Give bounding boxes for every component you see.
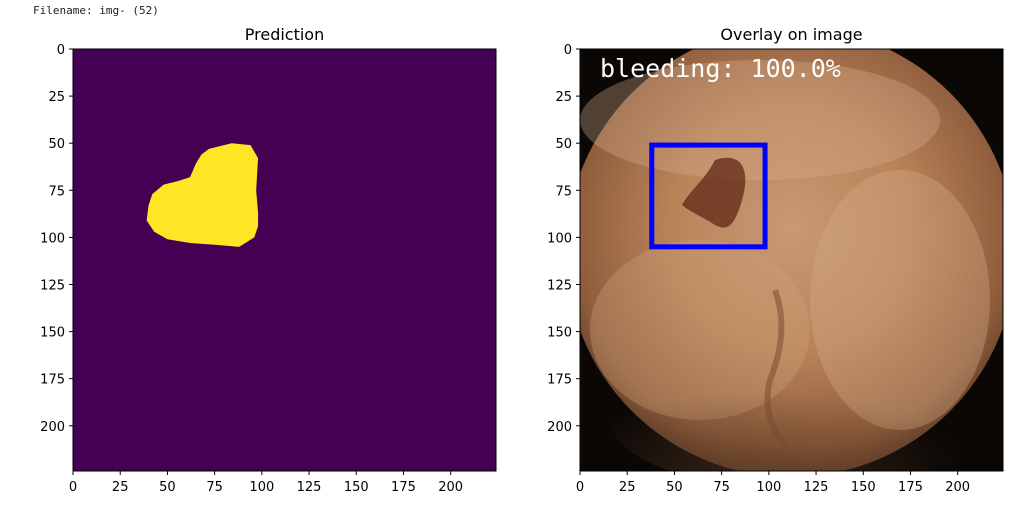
image-bleeding-lesion xyxy=(682,157,746,228)
heatmap-mask-region xyxy=(146,143,259,247)
x-tick-label: 0 xyxy=(576,480,584,495)
y-tick-label: 125 xyxy=(40,278,65,293)
x-tick-label: 50 xyxy=(666,480,683,495)
filename-label: Filename: img- (52) xyxy=(33,4,159,17)
x-tick-label: 150 xyxy=(851,480,876,495)
y-tick-label: 100 xyxy=(40,231,65,246)
x-tick-label: 100 xyxy=(756,480,781,495)
x-tick-label: 175 xyxy=(391,480,416,495)
x-axis-ticks: 0 25 50 75 100 125 150 175 200 xyxy=(576,471,970,495)
x-tick-label: 125 xyxy=(804,480,829,495)
x-tick-label: 125 xyxy=(297,480,322,495)
y-tick-label: 100 xyxy=(547,231,572,246)
y-axis-ticks: 0 25 50 75 100 125 150 175 200 xyxy=(547,43,580,435)
y-axis-ticks: 0 25 50 75 100 125 150 175 200 xyxy=(40,43,73,435)
x-tick-label: 100 xyxy=(249,480,274,495)
prediction-axes: Prediction 0 25 50 75 100 125 150 175 200 0 25 50 7… xyxy=(40,25,497,495)
x-tick-label: 25 xyxy=(112,480,129,495)
x-tick-label: 200 xyxy=(438,480,463,495)
x-tick-label: 175 xyxy=(898,480,923,495)
y-tick-label: 150 xyxy=(547,326,572,341)
y-tick-label: 75 xyxy=(555,184,572,199)
x-tick-label: 75 xyxy=(206,480,223,495)
chart-title-overlay: Overlay on image xyxy=(720,25,862,44)
x-tick-label: 75 xyxy=(713,480,730,495)
y-tick-label: 25 xyxy=(555,90,572,105)
y-tick-label: 25 xyxy=(48,90,65,105)
image-shadow xyxy=(610,350,990,471)
y-tick-label: 50 xyxy=(48,137,65,152)
endoscopy-image xyxy=(580,49,1003,471)
y-tick-label: 150 xyxy=(40,326,65,341)
y-tick-label: 75 xyxy=(48,184,65,199)
detection-label: bleeding: 100.0% xyxy=(600,54,841,83)
y-tick-label: 50 xyxy=(555,137,572,152)
y-tick-label: 175 xyxy=(40,373,65,388)
overlay-axes: bleeding: 100.0% Overlay on image 0 25 50 7… xyxy=(547,25,1004,495)
x-tick-label: 200 xyxy=(945,480,970,495)
detection-bounding-box xyxy=(649,142,768,250)
y-tick-label: 0 xyxy=(564,43,572,58)
x-tick-label: 25 xyxy=(619,480,636,495)
x-tick-label: 0 xyxy=(69,480,77,495)
axes-frame xyxy=(72,48,497,472)
y-tick-label: 175 xyxy=(547,373,572,388)
y-tick-label: 200 xyxy=(547,420,572,435)
y-tick-label: 200 xyxy=(40,420,65,435)
x-tick-label: 50 xyxy=(159,480,176,495)
y-tick-label: 0 xyxy=(57,43,65,58)
axes-frame xyxy=(579,48,1004,472)
chart-title-prediction: Prediction xyxy=(245,25,324,44)
heatmap-background xyxy=(73,49,496,471)
y-tick-label: 125 xyxy=(547,278,572,293)
image-highlight xyxy=(580,60,940,180)
image-fold-line xyxy=(764,288,793,453)
x-axis-ticks: 0 25 50 75 100 125 150 175 200 xyxy=(69,471,463,495)
x-tick-label: 150 xyxy=(344,480,369,495)
